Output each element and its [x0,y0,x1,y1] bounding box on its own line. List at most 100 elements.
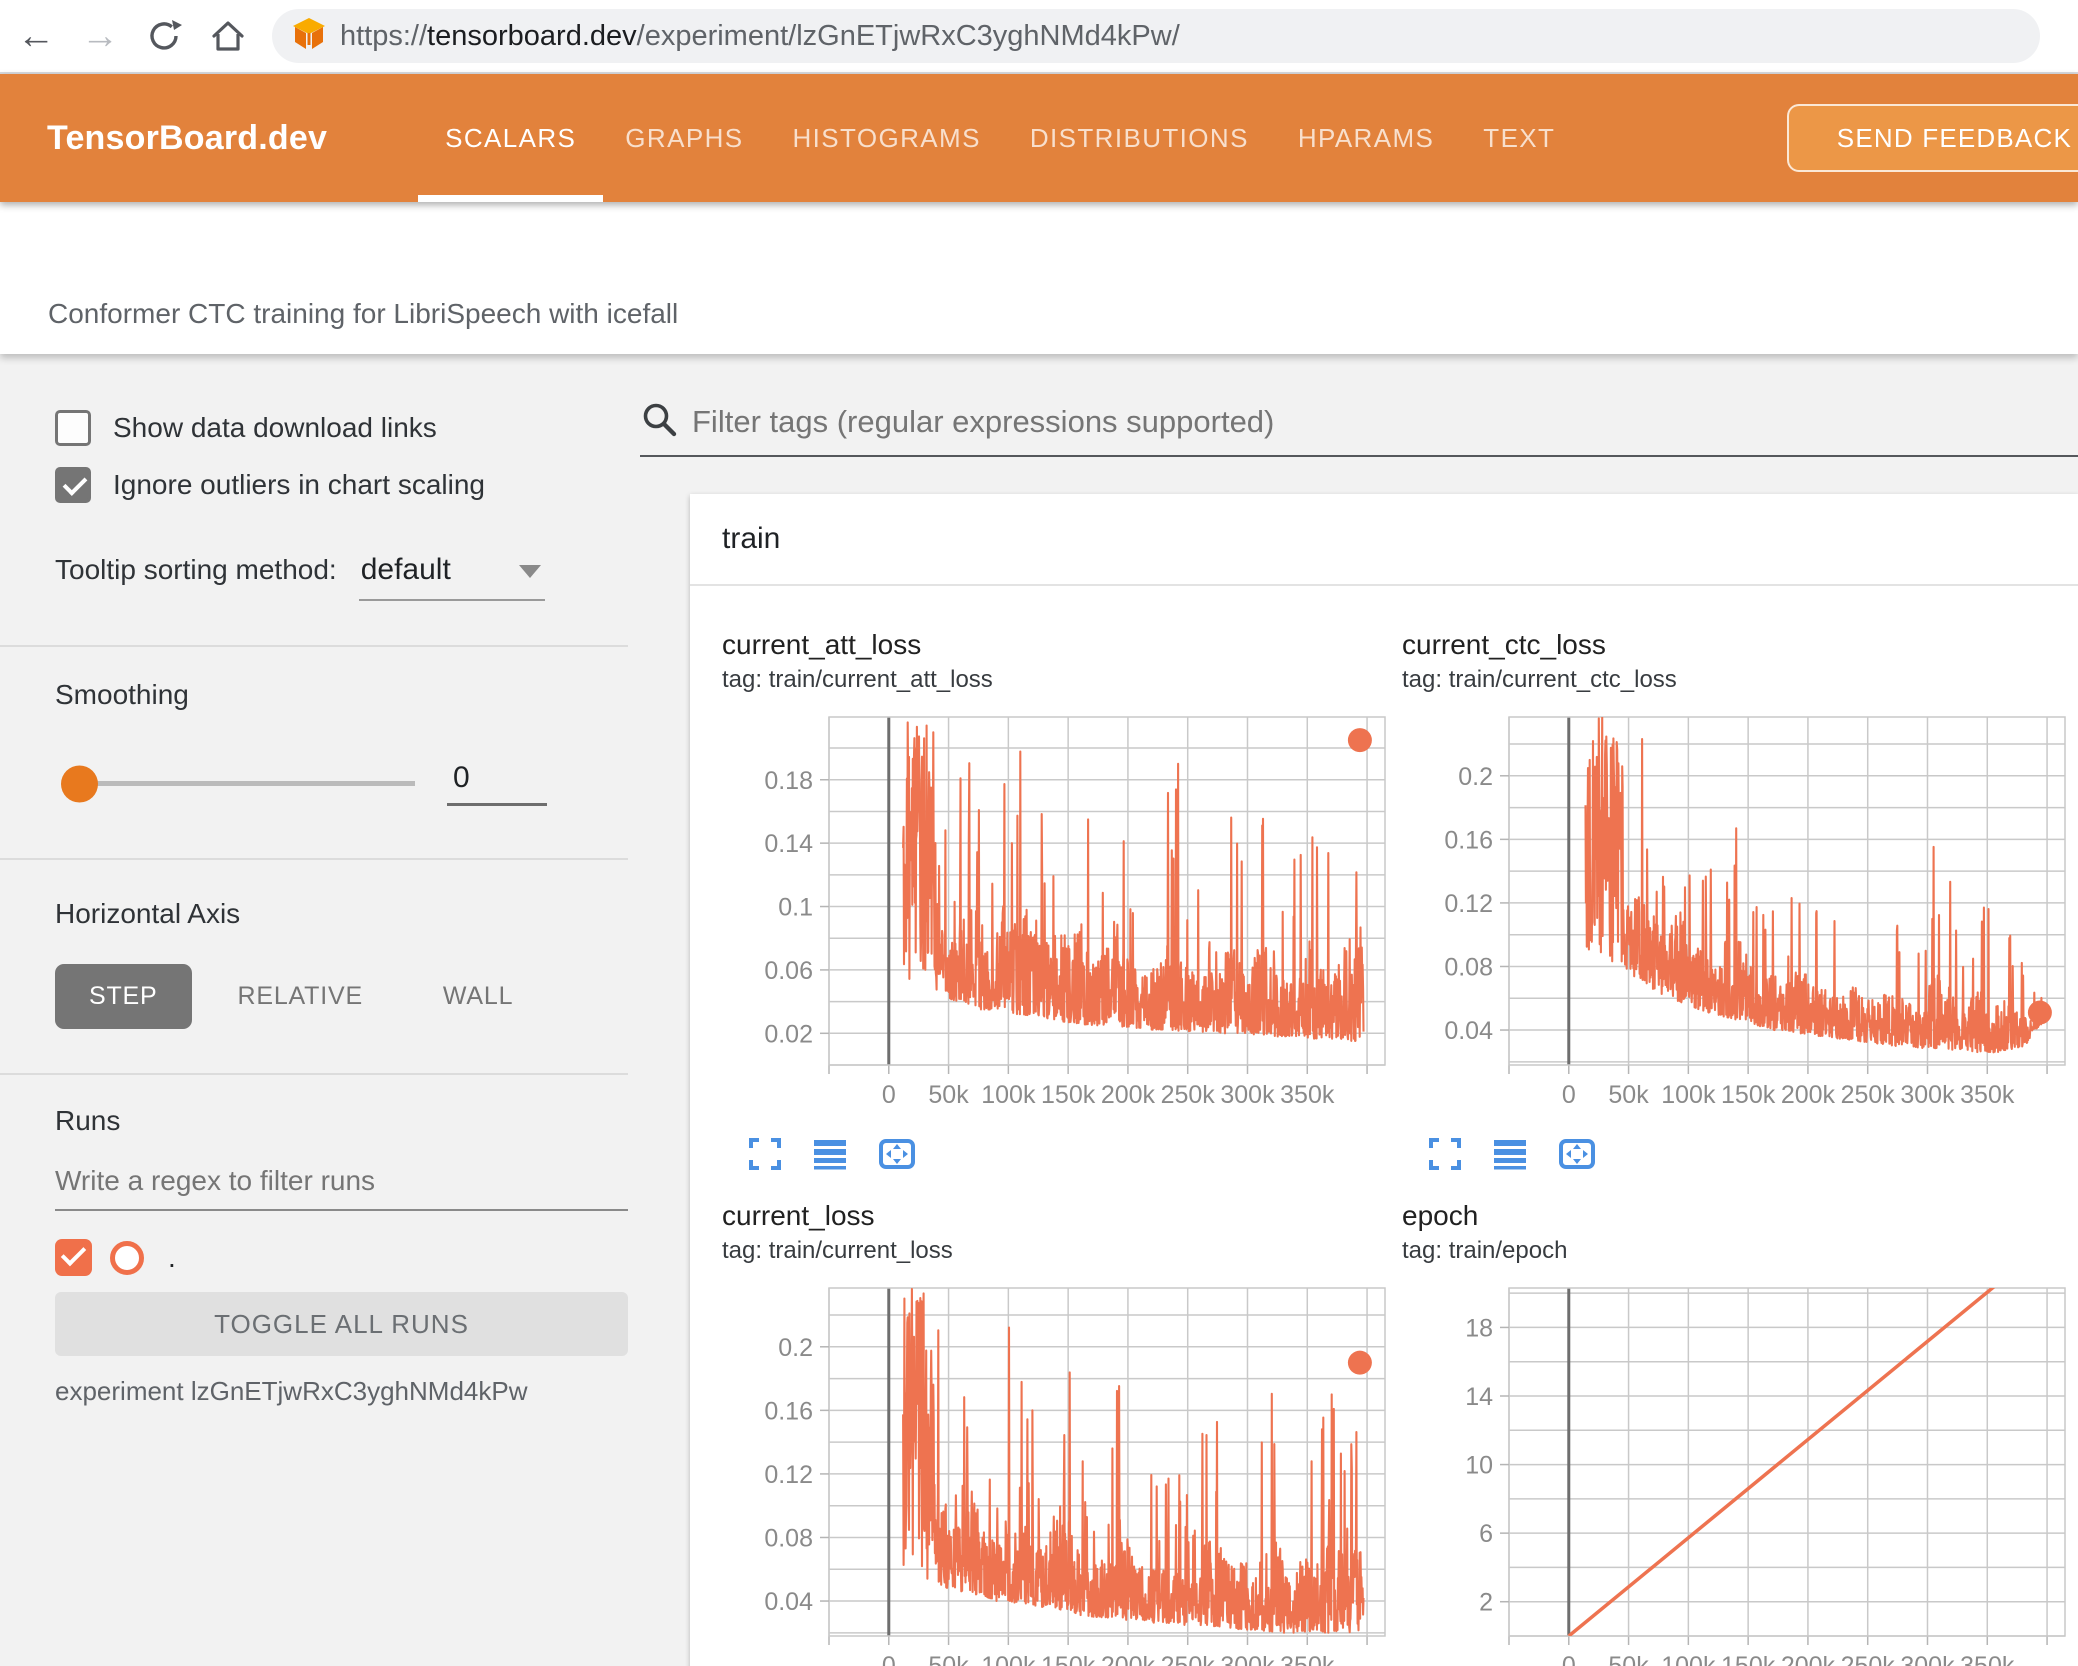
tab-hparams[interactable]: HPARAMS [1297,122,1435,153]
main-panel: train current_att_loss tag: train/curren… [640,354,2078,1666]
svg-text:0.2: 0.2 [778,1334,813,1362]
show-download-links-row[interactable]: Show data download links [55,410,630,446]
svg-text:300k: 300k [1900,1652,1955,1666]
svg-text:100k: 100k [1661,1652,1716,1666]
svg-text:300k: 300k [1220,1652,1275,1666]
address-bar[interactable]: https://tensorboard.dev/experiment/lzGnE… [272,9,2040,63]
divider [0,858,628,860]
tab-text[interactable]: TEXT [1483,122,1556,153]
tab-scalars[interactable]: SCALARS [418,74,604,202]
svg-text:300k: 300k [1900,1081,1955,1109]
forward-icon[interactable]: → [81,14,119,57]
svg-text:0: 0 [1562,1081,1576,1109]
horizontal-axis-label: Horizontal Axis [55,898,241,929]
ignore-outliers-label: Ignore outliers in chart scaling [113,469,485,500]
chart-title: epoch [1402,1200,1479,1231]
url-text: https://tensorboard.dev/experiment/lzGnE… [340,19,1180,52]
svg-text:0.06: 0.06 [764,957,813,985]
smoothing-slider-thumb[interactable] [61,765,98,802]
svg-text:250k: 250k [1161,1652,1216,1666]
chart-current-att-loss: current_att_loss tag: train/current_att_… [722,628,1394,1177]
svg-text:0.12: 0.12 [764,1461,813,1489]
svg-text:0.08: 0.08 [1444,953,1493,981]
svg-text:50k: 50k [928,1652,969,1666]
run-checkbox[interactable] [55,1239,92,1276]
axis-step-button[interactable]: STEP [55,964,192,1029]
runs-filter-input[interactable] [55,1165,628,1211]
svg-text:150k: 150k [1041,1652,1096,1666]
chart-canvas-epoch[interactable]: 2 6 10 14 18 0 50k 100k 150k 200k 250k 300k 350k [1402,1284,2074,1666]
chart-epoch: epoch tag: train/epoch 2 6 10 14 18 0 50k 100k 1… [1402,1199,2074,1666]
smoothing-value-input[interactable]: 0 [447,761,547,806]
browser-toolbar: ← → https://tensorboard.dev/experiment/l… [0,0,2078,74]
axis-wall-button[interactable]: WALL [442,982,514,1010]
svg-text:200k: 200k [1781,1081,1836,1109]
chart-canvas-current-att-loss[interactable]: 0.020.060.10.140.180 50k 100k 150k 200k 250k 3… [722,713,1394,1111]
tab-distributions[interactable]: DISTRIBUTIONS [1029,122,1249,153]
send-feedback-button[interactable]: SEND FEEDBACK [1786,104,2078,172]
svg-text:0.04: 0.04 [764,1588,813,1616]
brand-logo[interactable]: TensorBoard.dev [47,118,328,157]
chart-title: current_ctc_loss [1402,629,1606,660]
chart-current-ctc-loss: current_ctc_loss tag: train/current_ctc_… [1402,628,2074,1177]
svg-text:150k: 150k [1721,1652,1776,1666]
svg-text:350k: 350k [1280,1652,1335,1666]
smoothing-slider[interactable] [61,765,415,802]
svg-text:200k: 200k [1101,1652,1156,1666]
fit-domain-icon[interactable] [878,1137,915,1171]
run-color-icon[interactable] [110,1240,144,1275]
divider [0,645,628,647]
svg-text:0.18: 0.18 [764,767,813,795]
settings-sidebar: Show data download links Ignore outliers… [0,354,640,1666]
expand-icon[interactable] [748,1137,782,1171]
svg-text:2: 2 [1479,1589,1493,1617]
chevron-down-icon [518,565,541,578]
svg-text:250k: 250k [1841,1081,1896,1109]
svg-text:0.1: 0.1 [778,894,813,922]
app-header: TensorBoard.dev SCALARS GRAPHS HISTOGRAM… [0,74,2078,202]
search-icon [640,400,678,443]
chart-canvas-current-ctc-loss[interactable]: 0.040.080.120.160.20 50k 100k 150k 200k 250k 3… [1402,713,2074,1111]
tooltip-sorting-select[interactable]: default [358,553,545,601]
smoothing-label: Smoothing [55,679,189,710]
svg-text:350k: 350k [1280,1081,1335,1109]
runs-label: Runs [55,1105,121,1136]
svg-text:300k: 300k [1220,1081,1275,1109]
show-download-links-checkbox[interactable] [55,410,91,446]
chart-tag: tag: train/current_att_loss [722,666,993,693]
svg-text:0.16: 0.16 [764,1397,813,1425]
expand-icon[interactable] [1428,1137,1462,1171]
chart-tag: tag: train/current_ctc_loss [1402,666,1677,693]
back-icon[interactable]: ← [17,14,55,57]
experiment-title: Conformer CTC training for LibriSpeech w… [0,202,2078,354]
fit-domain-icon[interactable] [1558,1137,1595,1171]
reload-icon[interactable] [144,12,184,60]
section-title-train[interactable]: train [690,494,2078,586]
svg-text:350k: 350k [1960,1081,2015,1109]
data-table-icon[interactable] [1493,1137,1527,1171]
toggle-all-runs-button[interactable]: TOGGLE ALL RUNS [55,1292,628,1356]
axis-relative-button[interactable]: RELATIVE [237,982,363,1010]
svg-text:100k: 100k [981,1081,1036,1109]
tag-filter-input[interactable] [692,403,2078,440]
tooltip-sorting-label: Tooltip sorting method: [55,554,337,585]
home-icon[interactable] [208,12,248,60]
tab-graphs[interactable]: GRAPHS [625,122,744,153]
tensorboard-favicon-icon [292,17,326,56]
svg-text:0: 0 [882,1081,896,1109]
chart-canvas-current-loss[interactable]: 0.04 0.08 0.12 0.16 0.2 0 50k 100k 150k 200k 250k 3… [722,1284,1394,1666]
chart-tag: tag: train/current_loss [722,1237,953,1264]
ignore-outliers-checkbox[interactable] [55,467,91,503]
svg-text:50k: 50k [1608,1081,1649,1109]
svg-text:18: 18 [1465,1314,1493,1342]
ignore-outliers-row[interactable]: Ignore outliers in chart scaling [55,467,630,503]
data-table-icon[interactable] [813,1137,847,1171]
train-section-card: train current_att_loss tag: train/curren… [690,494,2078,1666]
tab-histograms[interactable]: HISTOGRAMS [792,122,981,153]
tag-filter-row [640,400,2078,457]
chart-tag: tag: train/epoch [1402,1237,1568,1264]
svg-text:250k: 250k [1161,1081,1216,1109]
chart-current-loss: current_loss tag: train/current_loss 0.0… [722,1199,1394,1666]
svg-text:0: 0 [1562,1652,1576,1666]
svg-text:0.12: 0.12 [1444,890,1493,918]
